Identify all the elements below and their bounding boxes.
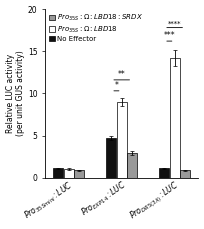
Bar xyxy=(170,58,180,178)
Text: ***: *** xyxy=(164,31,175,40)
Bar xyxy=(180,170,190,178)
Bar xyxy=(117,102,127,178)
Text: *: * xyxy=(114,81,118,90)
Bar xyxy=(74,170,84,178)
Bar xyxy=(159,168,169,178)
Bar xyxy=(64,169,74,178)
Legend: $\mathit{Pro}_{35S}\mathit{:\Omega:LBD18:SRDX}$, $\mathit{Pro}_{35S}\mathit{:\Om: $\mathit{Pro}_{35S}\mathit{:\Omega:LBD18… xyxy=(49,13,144,42)
Bar xyxy=(106,138,116,178)
Bar xyxy=(127,153,137,178)
Y-axis label: Relative LUC activity
(per unit GUS activity): Relative LUC activity (per unit GUS acti… xyxy=(6,50,25,136)
Bar xyxy=(53,168,63,178)
Text: **: ** xyxy=(118,70,126,79)
Text: ****: **** xyxy=(168,21,181,27)
